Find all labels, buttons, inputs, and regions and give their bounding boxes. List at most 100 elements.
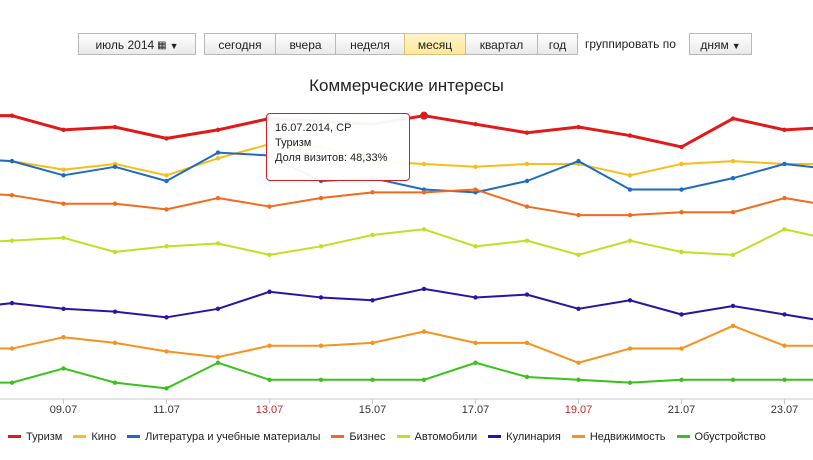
legend-item[interactable]: Туризм [8, 431, 62, 443]
series-point [421, 161, 427, 167]
series-point [730, 175, 736, 181]
x-tick-label: 21.07 [668, 404, 696, 416]
group-by-value: дням [700, 38, 729, 52]
series-point [61, 173, 66, 178]
series-point [730, 158, 736, 164]
chart-tooltip: 16.07.2014, СР Туризм Доля визитов: 48,3… [266, 113, 410, 181]
x-tick-label: 11.07 [153, 404, 180, 416]
series-point [112, 124, 118, 130]
series-point [215, 195, 221, 201]
series-point [318, 195, 324, 201]
series-point [164, 173, 169, 178]
period-year-button[interactable]: год [537, 33, 578, 55]
series-point [421, 377, 427, 382]
series-point [679, 312, 684, 317]
series-point [267, 252, 272, 258]
series-point [473, 187, 478, 192]
series-point [421, 286, 427, 292]
series-point [370, 340, 375, 346]
series-point [370, 377, 375, 382]
caret-down-icon: ▼ [169, 40, 179, 51]
series-point [782, 312, 787, 317]
series-point [164, 386, 169, 391]
series-line [0, 228, 813, 256]
series-point [112, 380, 118, 385]
series-point [576, 158, 581, 164]
series-point [215, 354, 221, 360]
series-point [9, 113, 15, 118]
series-point [524, 238, 530, 243]
series-line [0, 361, 813, 390]
series-point [576, 124, 581, 130]
x-tick-label: 17.07 [462, 404, 490, 416]
series-point [576, 212, 581, 218]
series-point [473, 360, 478, 365]
series-point [473, 122, 478, 127]
series-point [9, 346, 15, 351]
series-point [215, 306, 221, 311]
series-point [164, 178, 169, 184]
legend-item[interactable]: Литература и учебные материалы [127, 431, 320, 443]
series-point [576, 306, 581, 311]
period-picker[interactable]: июль 2014 ▦ ▼ [78, 33, 196, 55]
series-point [627, 380, 633, 385]
period-week-button[interactable]: неделя [335, 33, 405, 55]
series-point [627, 212, 633, 218]
series-point [576, 377, 581, 382]
series-point [420, 111, 428, 120]
legend-item[interactable]: Автомобили [396, 431, 477, 443]
series-point [164, 349, 169, 354]
series-point [9, 193, 15, 198]
series-point [679, 144, 684, 150]
legend-swatch [396, 435, 410, 438]
x-tick-label: 23.07 [771, 404, 799, 416]
series-point [627, 346, 633, 351]
period-today-button[interactable]: сегодня [204, 33, 276, 55]
legend-item[interactable]: Кино [73, 431, 116, 443]
series-point [421, 190, 427, 195]
legend-swatch [571, 435, 585, 438]
series-point [215, 156, 221, 161]
legend-item[interactable]: Обустройство [676, 431, 766, 443]
series-line [0, 287, 813, 321]
series-point [627, 298, 633, 303]
series-point [318, 244, 324, 249]
series-point [215, 150, 221, 155]
series-point [524, 178, 530, 184]
series-point [473, 340, 478, 346]
series-point [730, 210, 736, 215]
series-point [627, 187, 633, 192]
series-point [524, 292, 530, 297]
period-yesterday-button[interactable]: вчера [275, 33, 336, 55]
series-point [782, 127, 787, 133]
series-point [782, 343, 787, 348]
series-point [370, 298, 375, 303]
series-point [267, 343, 272, 348]
tooltip-series: Туризм [275, 137, 312, 149]
x-tick-label: 19.07 [565, 404, 593, 416]
legend-item[interactable]: Кулинария [488, 431, 561, 443]
series-point [267, 377, 272, 382]
series-point [318, 377, 324, 382]
legend-swatch [676, 435, 690, 438]
series-point [679, 161, 684, 167]
tooltip-value: Доля визитов: 48,33% [275, 152, 388, 164]
chart-legend: Туризм Кино Литература и учебные материалы… [8, 429, 777, 445]
series-point [9, 380, 15, 385]
series-point [421, 227, 427, 232]
legend-label: Недвижимость [589, 430, 666, 443]
series-point [61, 127, 66, 133]
legend-swatch [127, 435, 141, 438]
series-point [61, 167, 66, 172]
series-point [679, 249, 684, 255]
legend-item[interactable]: Бизнес [331, 431, 386, 443]
legend-label: Литература и учебные материалы [145, 430, 321, 443]
period-month-button[interactable]: месяц [404, 33, 466, 55]
series-point [524, 130, 530, 135]
series-line [0, 188, 813, 217]
toolbar: июль 2014 ▦ ▼ сегодня вчера неделя месяц к… [0, 33, 813, 57]
series-point [215, 127, 221, 133]
legend-item[interactable]: Недвижимость [571, 430, 666, 443]
group-by-select[interactable]: дням ▼ [689, 33, 752, 55]
series-point [164, 244, 169, 249]
